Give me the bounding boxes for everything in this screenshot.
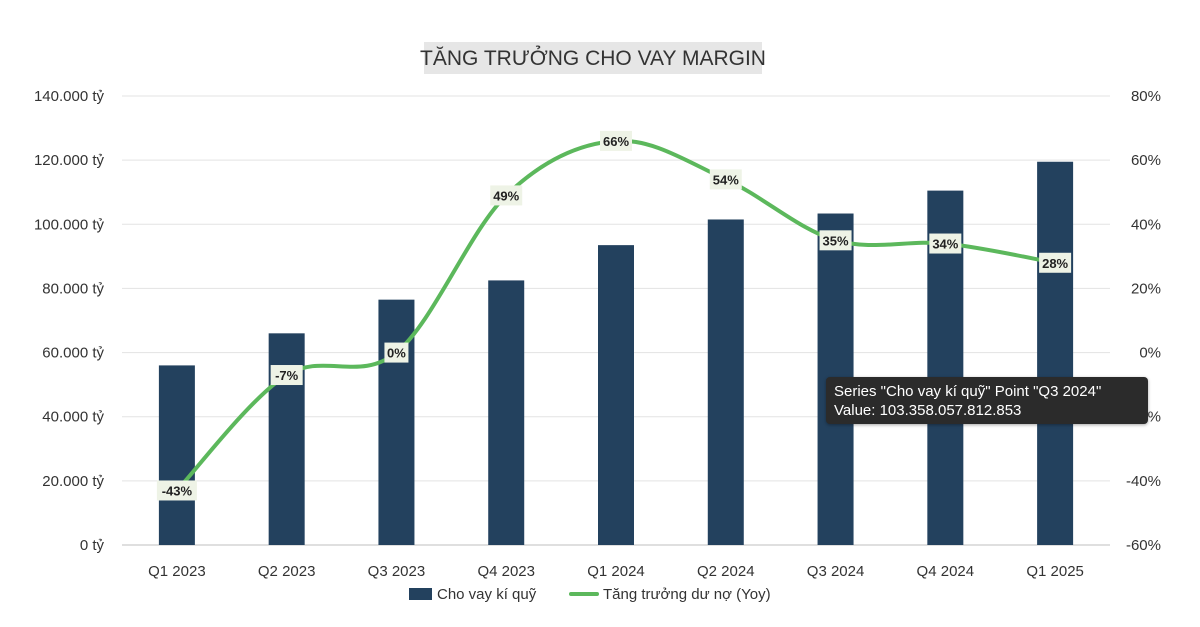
left-tick-label: 100.000 tỷ: [34, 216, 105, 233]
chart-title: TĂNG TRƯỞNG CHO VAY MARGIN: [420, 46, 766, 70]
bar[interactable]: [378, 299, 415, 545]
data-label: 34%: [932, 237, 958, 252]
right-axis: -60%-40%-20%0%20%40%60%80%: [1126, 88, 1161, 554]
data-label-background: [270, 365, 303, 386]
data-label-background: [819, 230, 852, 251]
left-tick-label: 0 tỷ: [80, 537, 105, 554]
data-label: 35%: [823, 233, 849, 248]
left-tick-label: 40.000 tỷ: [42, 409, 104, 426]
chart-title-background: [424, 42, 762, 74]
data-label-background: [156, 480, 197, 501]
right-tick-label: 80%: [1131, 88, 1161, 105]
legend-label-bar: Cho vay kí quỹ: [437, 586, 537, 603]
tooltip-line-2: Value: 103.358.057.812.853: [834, 402, 1022, 419]
bar[interactable]: [1037, 161, 1074, 545]
bar[interactable]: [707, 219, 744, 545]
data-label-background: [1039, 252, 1072, 273]
category-label: Q2 2024: [697, 563, 755, 580]
category-label: Q4 2024: [917, 563, 975, 580]
bar[interactable]: [488, 280, 525, 545]
left-tick-label: 120.000 tỷ: [34, 152, 105, 169]
right-tick-label: 0%: [1139, 345, 1161, 362]
category-label: Q4 2023: [477, 563, 535, 580]
legend: Cho vay kí quỹ Tăng trưởng dư nợ (Yoy): [409, 586, 771, 603]
right-tick-label: -40%: [1126, 473, 1161, 490]
category-label: Q1 2023: [148, 563, 206, 580]
left-tick-label: 140.000 tỷ: [34, 88, 105, 105]
data-label: 0%: [387, 346, 406, 361]
data-label-background: [709, 169, 742, 190]
data-label-background: [490, 185, 523, 206]
category-label: Q3 2023: [368, 563, 426, 580]
right-tick-label: 40%: [1131, 216, 1161, 233]
data-label: 49%: [493, 188, 519, 203]
x-axis: Q1 2023 Q2 2023 Q3 2023 Q4 2023 Q1 2024 Q2 20…: [148, 563, 1084, 580]
data-label-background: [384, 342, 409, 363]
hover-tooltip: Series "Cho vay kí quỹ" Point "Q3 2024" …: [826, 377, 1148, 424]
legend-swatch-bar: [409, 588, 432, 600]
category-label: Q1 2025: [1026, 563, 1084, 580]
line-data-labels: -43% -7% 0% 49% 66% 54% 35% 34% 28%: [156, 130, 1072, 501]
legend-label-line: Tăng trưởng dư nợ (Yoy): [603, 586, 771, 603]
bar-series[interactable]: [158, 161, 1074, 546]
right-tick-label: 60%: [1131, 152, 1161, 169]
right-tick-label: -60%: [1126, 537, 1161, 554]
bar[interactable]: [598, 245, 634, 545]
left-tick-label: 20.000 tỷ: [42, 473, 104, 490]
category-label: Q2 2023: [258, 563, 316, 580]
category-label: Q1 2024: [587, 563, 645, 580]
right-tick-label: 20%: [1131, 280, 1161, 297]
left-axis: 0 tỷ 20.000 tỷ 40.000 tỷ 60.000 tỷ 80.000 tỷ…: [34, 88, 105, 554]
left-tick-label: 60.000 tỷ: [42, 345, 104, 362]
data-label: 54%: [713, 172, 739, 187]
tooltip-line-1: Series "Cho vay kí quỹ" Point "Q3 2024": [834, 383, 1102, 400]
data-label: 66%: [603, 134, 629, 149]
data-label-background: [929, 233, 962, 254]
bar[interactable]: [158, 365, 195, 545]
data-label-background: [600, 130, 632, 151]
left-tick-label: 80.000 tỷ: [42, 280, 104, 297]
category-label: Q3 2024: [807, 563, 865, 580]
data-label: 28%: [1042, 256, 1068, 271]
data-label: -43%: [162, 483, 193, 498]
growth-line[interactable]: [174, 138, 1058, 493]
data-label: -7%: [275, 368, 299, 383]
